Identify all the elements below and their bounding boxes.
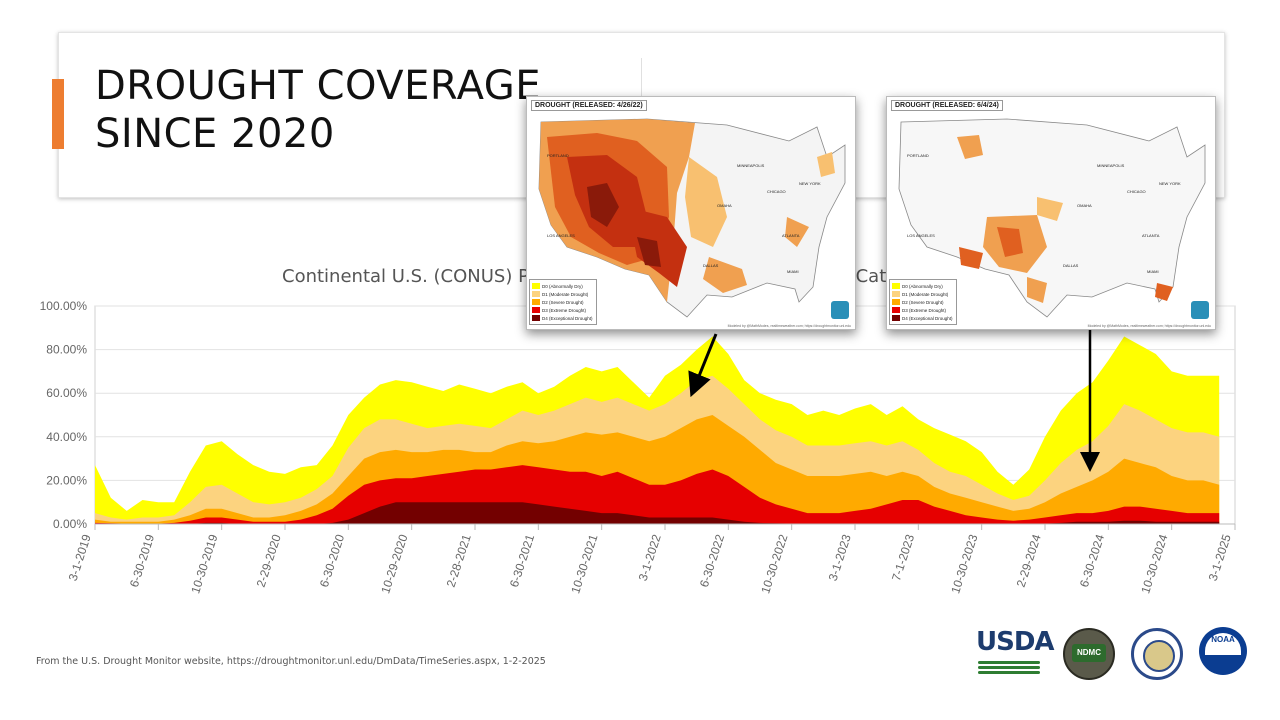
usda-logo-band (978, 666, 1040, 669)
drought-map-2024: PORTLAND MINNEAPOLIS CHICAGO NEW YORK ATLAN… (886, 96, 1216, 330)
svg-text:CHICAGO: CHICAGO (1127, 189, 1146, 194)
y-tick-label: 80.00% (46, 343, 87, 357)
svg-text:MIAMI: MIAMI (787, 269, 799, 274)
legend-item: D2 (Severe Drought) (902, 299, 944, 305)
y-tick-label: 40.00% (46, 430, 87, 444)
noaa-logo-text: NOAA (1211, 635, 1235, 644)
y-tick-label: 0.00% (53, 517, 87, 531)
map-legend: D0 (Abnormally Dry) D1 (Moderate Drought… (889, 279, 957, 325)
title-accent-bar (52, 79, 64, 149)
svg-text:MINNEAPOLIS: MINNEAPOLIS (737, 163, 765, 168)
ndmc-seal-icon: NDMC (1063, 628, 1115, 680)
arrow-2022 (688, 333, 718, 398)
svg-text:CHICAGO: CHICAGO (767, 189, 786, 194)
svg-text:PORTLAND: PORTLAND (547, 153, 569, 158)
svg-text:PORTLAND: PORTLAND (907, 153, 929, 158)
noaa-logo: NOAA (1199, 627, 1247, 675)
svg-text:NEW YORK: NEW YORK (1159, 181, 1181, 186)
y-tick-label: 60.00% (46, 386, 87, 400)
source-note: From the U.S. Drought Monitor website, h… (36, 656, 546, 667)
commerce-seal-icon (1131, 628, 1183, 680)
slide-title: DROUGHT COVERAGE SINCE 2020 (95, 62, 541, 158)
legend-item: D3 (Extreme Drought) (542, 307, 587, 313)
y-tick-label: 20.00% (46, 473, 87, 487)
svg-text:DALLAS: DALLAS (1063, 263, 1079, 268)
legend-item: D0 (Abnormally Dry) (902, 283, 943, 289)
slide-title-line2: SINCE 2020 (95, 111, 335, 157)
map-credit: Modeled by @MathModes, realtimeweather.c… (727, 324, 851, 328)
usda-logo-band (978, 671, 1040, 674)
legend-item: D1 (Moderate Drought) (542, 291, 589, 297)
legend-item: D0 (Abnormally Dry) (542, 283, 583, 289)
svg-text:ATLANTA: ATLANTA (782, 233, 800, 238)
legend-item: D2 (Severe Drought) (542, 299, 584, 305)
map-legend: D0 (Abnormally Dry) D1 (Moderate Drought… (529, 279, 597, 325)
y-tick-label: 100.00% (40, 299, 88, 313)
map-header: DROUGHT (RELEASED: 6/4/24) (891, 100, 1003, 111)
legend-item: D3 (Extreme Drought) (902, 307, 947, 313)
drought-monitor-logo-icon (1191, 301, 1209, 319)
svg-text:NEW YORK: NEW YORK (799, 181, 821, 186)
drought-map-2022: PORTLAND MINNEAPOLIS CHICAGO NEW YORK ATLAN… (526, 96, 856, 330)
legend-item: D1 (Moderate Drought) (902, 291, 949, 297)
drought-area-chart: 0.00%20.00%40.00%60.00%80.00%100.00%3-1-… (40, 299, 1236, 595)
usda-logo-text: USDA (976, 627, 1055, 657)
svg-text:DALLAS: DALLAS (703, 263, 719, 268)
map-header: DROUGHT (RELEASED: 4/26/22) (531, 100, 647, 111)
usda-logo-band (978, 661, 1040, 664)
legend-item: D4 (Exceptional Drought) (902, 315, 953, 321)
legend-item: D4 (Exceptional Drought) (542, 315, 593, 321)
us-map-2022: PORTLAND MINNEAPOLIS CHICAGO NEW YORK ATLAN… (527, 97, 855, 329)
svg-text:OMAHA: OMAHA (717, 203, 732, 208)
drought-monitor-logo-icon (831, 301, 849, 319)
svg-text:LOS ANGELES: LOS ANGELES (907, 233, 935, 238)
slide-title-line1: DROUGHT COVERAGE (95, 63, 542, 109)
usda-logo: USDA (976, 627, 1055, 677)
svg-text:MIAMI: MIAMI (1147, 269, 1159, 274)
area-d4 (95, 502, 1220, 524)
svg-text:ATLANTA: ATLANTA (1142, 233, 1160, 238)
ndmc-seal-label: NDMC (1072, 644, 1106, 662)
map-credit: Modeled by @MathModes, realtimeweather.c… (1087, 324, 1211, 328)
svg-text:MINNEAPOLIS: MINNEAPOLIS (1097, 163, 1125, 168)
svg-text:LOS ANGELES: LOS ANGELES (547, 233, 575, 238)
svg-text:OMAHA: OMAHA (1077, 203, 1092, 208)
